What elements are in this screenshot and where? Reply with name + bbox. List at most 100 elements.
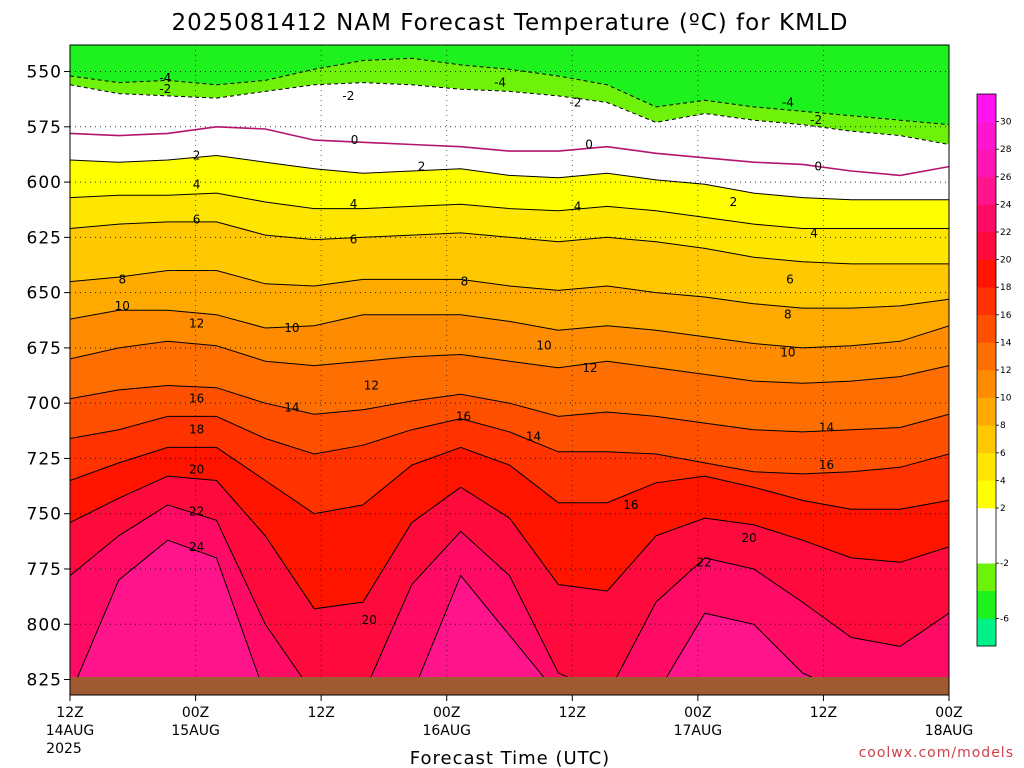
colorbar-tick-label: 10 xyxy=(1000,394,1012,404)
contour-label: 16 xyxy=(623,498,638,512)
contour-label: 8 xyxy=(461,275,469,289)
x-tick-label: 12Z xyxy=(559,705,586,721)
contour-label: 16 xyxy=(189,392,204,406)
y-tick-label: 775 xyxy=(27,560,62,580)
colorbar-swatch xyxy=(977,508,996,536)
contour-line-layer xyxy=(70,57,949,695)
contour-line xyxy=(70,384,949,433)
contour-label: 16 xyxy=(456,409,471,423)
colorbar-tick-label: 18 xyxy=(1000,283,1012,293)
x-tick-label: 12Z xyxy=(307,705,334,721)
y-tick-label: 700 xyxy=(27,394,62,414)
colorbar-tick-label: 24 xyxy=(1000,200,1012,210)
y-tick-label: 825 xyxy=(27,671,62,691)
x-tick-label: 12Z xyxy=(56,705,83,721)
contour-line xyxy=(70,309,949,349)
contour-label: 20 xyxy=(362,613,377,627)
colorbar-swatch xyxy=(977,618,996,647)
x-tick-label: 00Z xyxy=(433,705,460,721)
x-tick-date-label: 14AUG xyxy=(46,723,95,739)
temperature-fill-layer xyxy=(70,45,949,695)
colorbar-tick-label: 4 xyxy=(1000,476,1006,486)
contour-label: 4 xyxy=(193,177,201,191)
colorbar-tick-label: 12 xyxy=(1000,366,1011,376)
colorbar-swatch xyxy=(977,452,996,481)
contour-label: -2 xyxy=(159,82,171,96)
y-tick-label: 650 xyxy=(27,284,62,304)
y-axis: 550 575 600 625 650 675 700 725 750 775 800 825 xyxy=(27,63,70,691)
contour-line xyxy=(70,125,949,177)
y-tick-label: 750 xyxy=(27,505,62,525)
x-tick-date-label: 18AUG xyxy=(925,723,974,739)
contour-label: 16 xyxy=(819,458,834,472)
contour-label: 22 xyxy=(189,504,204,518)
plot-frame xyxy=(69,44,950,696)
y-tick-label: 550 xyxy=(27,63,62,83)
contour-line xyxy=(70,57,949,126)
colorbar-tick-label: 14 xyxy=(1000,338,1012,348)
contour-label: -2 xyxy=(569,95,581,109)
colorbar-tick-label: 2 xyxy=(1000,504,1006,514)
contour-label: -2 xyxy=(810,113,822,127)
gridlines xyxy=(70,45,949,695)
chart-title: 2025081412 NAM Forecast Temperature (ºC)… xyxy=(172,10,849,36)
contour-label: 10 xyxy=(115,299,130,313)
x-tick-date-label: 16AUG xyxy=(422,723,471,739)
x-axis-title: Forecast Time (UTC) xyxy=(410,748,610,768)
contour-line xyxy=(70,340,949,384)
contour-line xyxy=(70,539,949,695)
contour-line xyxy=(70,475,949,610)
colorbar-tick-label: 26 xyxy=(1000,173,1012,183)
colorbar-tick-label: -6 xyxy=(1000,614,1009,624)
colorbar-tick-label: 30 xyxy=(1000,118,1012,128)
contour-line xyxy=(70,154,949,201)
credit-text[interactable]: coolwx.com/models xyxy=(859,745,1014,761)
colorbar-swatch xyxy=(977,121,996,150)
y-tick-label: 800 xyxy=(27,615,62,635)
colorbar-tick-label: 20 xyxy=(1000,256,1012,266)
y-tick-label: 675 xyxy=(27,339,62,359)
y-tick-label: 575 xyxy=(27,118,62,138)
contour-line xyxy=(70,446,949,515)
contour-label: 20 xyxy=(189,462,204,476)
contour-label: 14 xyxy=(284,401,299,415)
colorbar-swatch xyxy=(977,563,996,592)
contour-label: 18 xyxy=(189,423,204,437)
contour-label: 4 xyxy=(574,199,582,213)
contour-label: 4 xyxy=(350,197,358,211)
contour-line xyxy=(70,504,949,695)
colorbar-tick-label: 8 xyxy=(1000,421,1006,431)
contour-label: 2 xyxy=(730,195,738,209)
contour-label: -4 xyxy=(782,95,794,109)
x-tick-date-label: 15AUG xyxy=(171,723,220,739)
colorbar-swatch xyxy=(977,314,996,343)
x-axis: 12Z 14AUG 2025 00Z 15AUG 12Z 00Z 16AUG 12Z 00Z 17A… xyxy=(46,695,974,757)
colorbar-swatch xyxy=(977,204,996,233)
contour-label: 12 xyxy=(364,378,379,392)
colorbar-swatch xyxy=(977,94,996,122)
x-tick-label: 00Z xyxy=(684,705,711,721)
contour-label: 14 xyxy=(819,420,834,434)
colorbar-swatch xyxy=(977,535,996,564)
contour-label: 8 xyxy=(119,272,127,286)
colorbar-tick-label: 6 xyxy=(1000,449,1006,459)
colorbar-swatch xyxy=(977,287,996,316)
colorbar-swatch xyxy=(977,232,996,260)
contour-line xyxy=(70,82,949,145)
colorbar-swatch xyxy=(977,149,996,178)
colorbar-tick-label: 22 xyxy=(1000,228,1011,238)
x-tick-year-label: 2025 xyxy=(46,741,82,757)
contour-label: 0 xyxy=(351,133,359,147)
colorbar-tick-label: -2 xyxy=(1000,559,1009,569)
colorbar-swatch xyxy=(977,342,996,371)
contour-label: 0 xyxy=(585,137,593,151)
colorbar-swatch xyxy=(977,259,996,288)
x-tick-date-label: 17AUG xyxy=(674,723,723,739)
contour-label: 4 xyxy=(810,226,818,240)
contour-line xyxy=(70,192,949,229)
y-tick-label: 725 xyxy=(27,449,62,469)
